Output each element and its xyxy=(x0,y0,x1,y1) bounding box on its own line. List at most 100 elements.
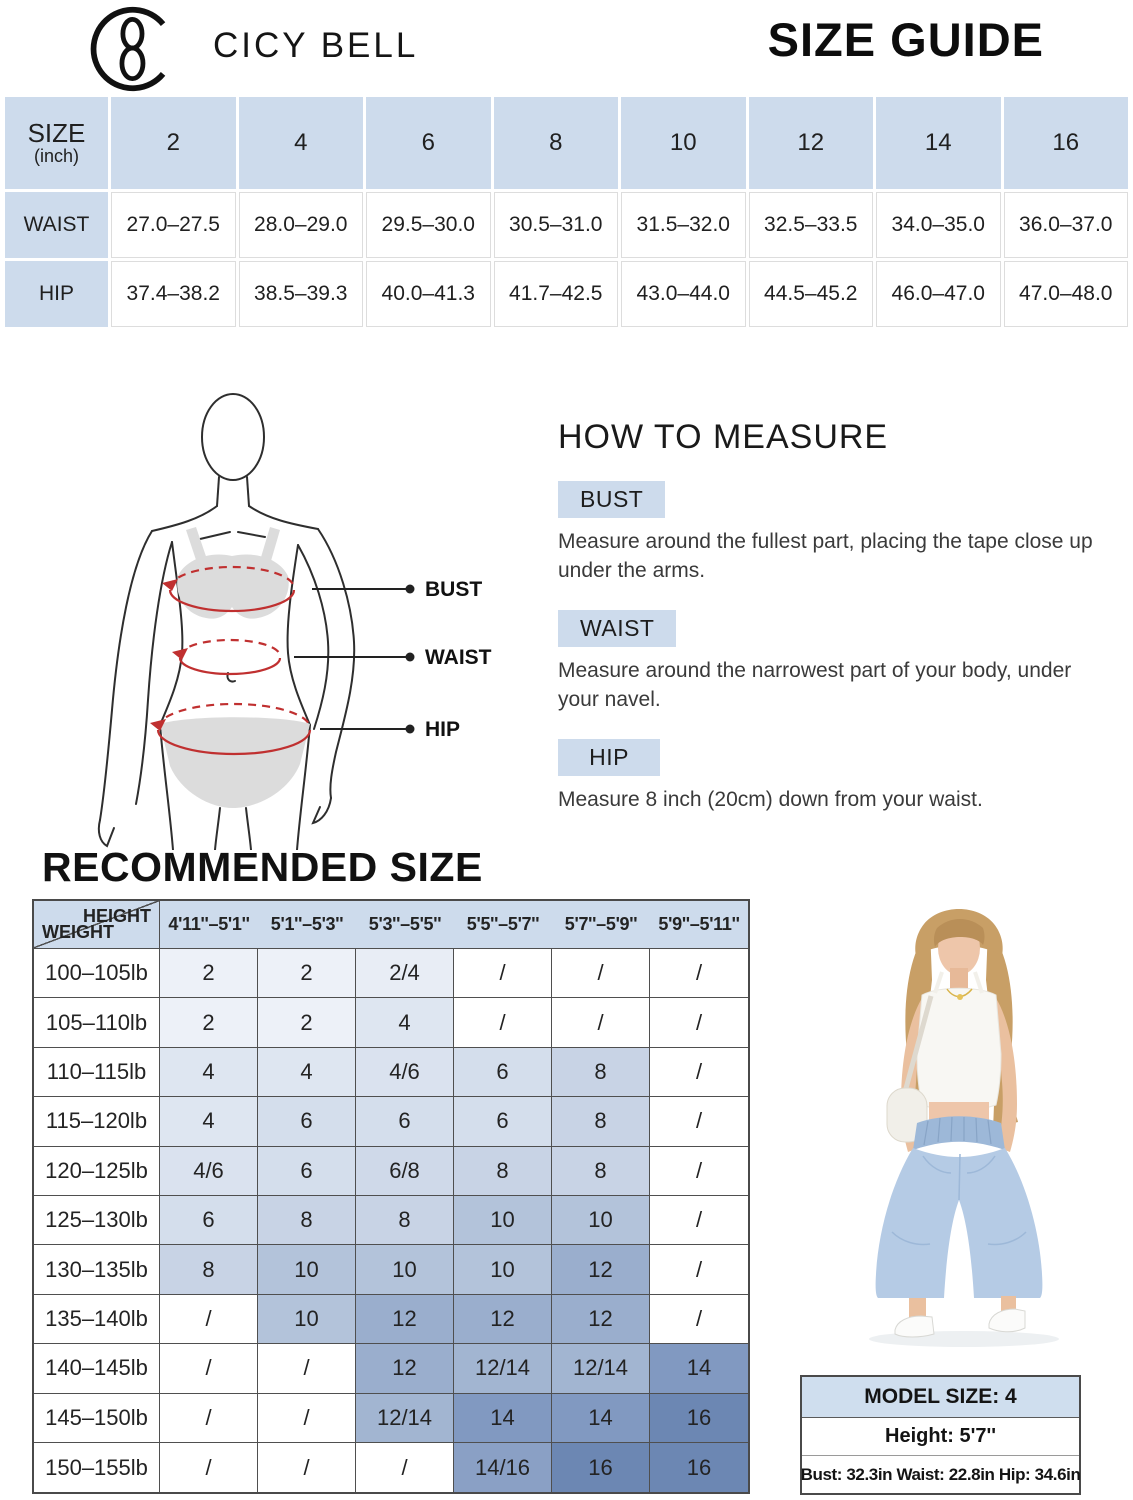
rec-size-cell: 2 xyxy=(160,949,258,999)
rec-size-cell: 6 xyxy=(258,1146,356,1196)
rec-size-cell: / xyxy=(454,998,552,1048)
rec-size-cell: 4 xyxy=(356,998,454,1048)
measure-waist-text: Measure around the narrowest part of you… xyxy=(558,658,1072,711)
rec-size-cell: / xyxy=(552,949,650,999)
rec-size-cell: 6 xyxy=(454,1047,552,1098)
rec-corner-height-weight: HEIGHT WEIGHT xyxy=(34,901,160,949)
size-range-cell: 41.7–42.5 xyxy=(493,261,618,327)
size-column-header: 2 xyxy=(111,97,236,189)
size-range-cell: 28.0–29.0 xyxy=(238,192,363,258)
rec-weight-label: 130–135lb xyxy=(34,1245,160,1295)
size-range-cell: 46.0–47.0 xyxy=(876,261,1001,327)
size-column-header: 4 xyxy=(238,97,363,189)
rec-weight-label: 120–125lb xyxy=(34,1146,160,1196)
measure-hip-label: HIP xyxy=(558,738,660,776)
recommended-size-title: RECOMMENDED SIZE xyxy=(42,844,483,890)
rec-size-cell: / xyxy=(258,1442,356,1493)
rec-size-cell: 10 xyxy=(552,1195,650,1246)
figure-waist-label: WAIST xyxy=(425,646,492,669)
rec-size-cell: / xyxy=(650,1294,748,1345)
rec-size-cell: 4/6 xyxy=(160,1146,258,1196)
rec-weight-label: 140–145lb xyxy=(34,1344,160,1394)
measurement-figure-illustration xyxy=(97,393,415,850)
rec-size-cell: 2 xyxy=(258,949,356,999)
rec-size-cell: / xyxy=(258,1393,356,1443)
rec-size-cell: 6 xyxy=(258,1097,356,1147)
rec-size-cell: 8 xyxy=(258,1195,356,1246)
model-info-box: MODEL SIZE: 4 Height: 5'7'' Bust: 32.3in… xyxy=(800,1375,1081,1495)
size-range-cell: 43.0–44.0 xyxy=(621,261,746,327)
rec-size-cell: 12/14 xyxy=(552,1344,650,1394)
cicy-bell-logo xyxy=(90,6,166,92)
figure-hip-label: HIP xyxy=(425,718,461,741)
rec-size-cell: 10 xyxy=(454,1245,552,1295)
rec-size-cell: 10 xyxy=(258,1245,356,1295)
size-range-cell: 37.4–38.2 xyxy=(111,261,236,327)
rec-size-cell: / xyxy=(160,1442,258,1493)
rec-size-cell: 4 xyxy=(160,1097,258,1147)
rec-weight-label: 145–150lb xyxy=(34,1393,160,1443)
size-table-corner-sub: (inch) xyxy=(33,146,79,167)
rec-size-cell: 2 xyxy=(160,998,258,1048)
rec-height-header: 5'3''–5'5'' xyxy=(356,901,454,949)
rec-size-cell: / xyxy=(650,1097,748,1147)
size-column-header: 12 xyxy=(748,97,873,189)
rec-size-cell: 2 xyxy=(258,998,356,1048)
size-range-cell: 36.0–37.0 xyxy=(1003,192,1128,258)
size-column-header: 14 xyxy=(876,97,1001,189)
rec-size-cell: 8 xyxy=(160,1245,258,1295)
rec-size-cell: 8 xyxy=(454,1146,552,1196)
rec-size-cell: 6 xyxy=(356,1097,454,1147)
measure-bust-text: Measure around the fullest part, placing… xyxy=(558,530,1093,582)
rec-weight-label: 125–130lb xyxy=(34,1195,160,1246)
rec-size-cell: 8 xyxy=(552,1146,650,1196)
rec-size-cell: 8 xyxy=(552,1047,650,1098)
how-to-measure-title: HOW TO MEASURE xyxy=(558,418,889,456)
size-range-cell: 34.0–35.0 xyxy=(876,192,1001,258)
recommended-size-table: HEIGHT WEIGHT 4'11''–5'1'' 5'1''–5'3'' 5'3''… xyxy=(32,899,750,1495)
rec-size-cell: 12 xyxy=(552,1294,650,1345)
size-range-cell: 38.5–39.3 xyxy=(238,261,363,327)
size-range-cell: 27.0–27.5 xyxy=(111,192,236,258)
size-range-cell: 29.5–30.0 xyxy=(366,192,491,258)
rec-size-cell: / xyxy=(650,1245,748,1295)
page-title: SIZE GUIDE xyxy=(767,13,1044,66)
size-range-cell: 32.5–33.5 xyxy=(748,192,873,258)
rec-height-header: 5'5''–5'7'' xyxy=(454,901,552,949)
rec-size-cell: 6/8 xyxy=(356,1146,454,1196)
rec-height-header: 4'11''–5'1'' xyxy=(160,901,258,949)
rec-size-cell: / xyxy=(356,1442,454,1493)
size-range-cell: 44.5–45.2 xyxy=(748,261,873,327)
rec-size-cell: 10 xyxy=(258,1294,356,1345)
rec-size-cell: / xyxy=(650,998,748,1048)
rec-weight-label: 105–110lb xyxy=(34,998,160,1048)
rec-weight-label: 135–140lb xyxy=(34,1294,160,1345)
rec-size-cell: 14 xyxy=(650,1344,748,1394)
model-size-label: MODEL SIZE: 4 xyxy=(802,1377,1079,1418)
rec-size-cell: / xyxy=(454,949,552,999)
rec-size-cell: / xyxy=(650,1146,748,1196)
rec-height-header: 5'1''–5'3'' xyxy=(258,901,356,949)
size-range-cell: 40.0–41.3 xyxy=(366,261,491,327)
rec-size-cell: / xyxy=(160,1393,258,1443)
size-table-corner: SIZE (inch) xyxy=(5,97,108,189)
rec-size-cell: 12 xyxy=(552,1245,650,1295)
rec-size-cell: 10 xyxy=(454,1195,552,1246)
rec-size-cell: / xyxy=(160,1344,258,1394)
model-photo-illustration xyxy=(869,909,1059,1347)
rec-size-cell: 14 xyxy=(454,1393,552,1443)
size-range-cell: 47.0–48.0 xyxy=(1003,261,1128,327)
rec-weight-label: 110–115lb xyxy=(34,1047,160,1098)
how-to-measure-section: HOW TO MEASURE BUST Measure around the f… xyxy=(558,418,1110,815)
measure-bust-label: BUST xyxy=(558,481,666,518)
size-table-corner-label: SIZE xyxy=(27,117,86,148)
rec-size-cell: 4/6 xyxy=(356,1047,454,1098)
measure-waist-label: WAIST xyxy=(558,609,677,647)
model-measurements-label: Bust: 32.3in Waist: 22.8in Hip: 34.6in xyxy=(800,1464,1081,1484)
rec-size-cell: / xyxy=(650,1047,748,1098)
brand-name: CICY BELL xyxy=(213,26,419,65)
size-table: SIZE (inch) 2 4 6 8 10 12 14 16 WAIST 27.0–27.5 28.0… xyxy=(5,97,1128,330)
size-row-label: HIP xyxy=(5,261,108,327)
rec-size-cell: 8 xyxy=(552,1097,650,1147)
rec-size-cell: 16 xyxy=(650,1442,748,1493)
